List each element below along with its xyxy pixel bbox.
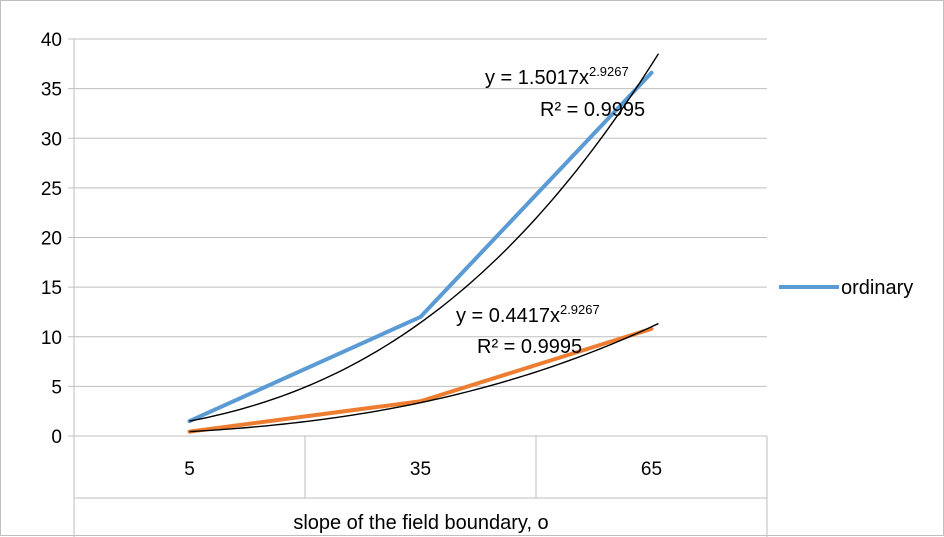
- trendline-equation-2: y = 0.4417x2.9267: [456, 302, 600, 327]
- series-line-1: [187, 70, 654, 424]
- y-tick-label: 30: [41, 129, 62, 150]
- y-tick-label: 25: [41, 179, 62, 200]
- y-tick-label: 5: [51, 377, 62, 398]
- y-tick-label: 40: [41, 30, 62, 51]
- legend: ordinary: [779, 277, 913, 299]
- y-tick-labels: 0 5 10 15 20 25 30 35 40: [41, 30, 62, 448]
- series-lines: [187, 70, 654, 434]
- x-tick-labels: 5 35 65: [184, 459, 662, 480]
- series-line-2: [187, 326, 654, 434]
- trendline-1: [189, 53, 660, 422]
- trendlines: [189, 53, 660, 433]
- y-tick-label: 0: [51, 427, 62, 448]
- trendline-r2-2: R² = 0.9995: [477, 336, 582, 358]
- x-tick-label: 35: [410, 459, 431, 480]
- legend-label-ordinary: ordinary: [841, 277, 913, 299]
- x-tick-label: 65: [641, 459, 662, 480]
- x-axis-title: slope of the field boundary, o: [293, 512, 548, 534]
- y-tick-label: 35: [41, 80, 62, 101]
- x-tick-label: 5: [184, 459, 195, 480]
- y-tick-label: 20: [41, 229, 62, 250]
- trendline-equation-1: y = 1.5017x2.9267: [485, 64, 629, 89]
- y-tick-label: 15: [41, 278, 62, 299]
- trendline-2: [189, 322, 659, 433]
- trendline-r2-1: R² = 0.9995: [540, 99, 645, 121]
- y-tick-label: 10: [41, 328, 62, 349]
- gridlines: [74, 38, 767, 387]
- axes: [68, 38, 768, 537]
